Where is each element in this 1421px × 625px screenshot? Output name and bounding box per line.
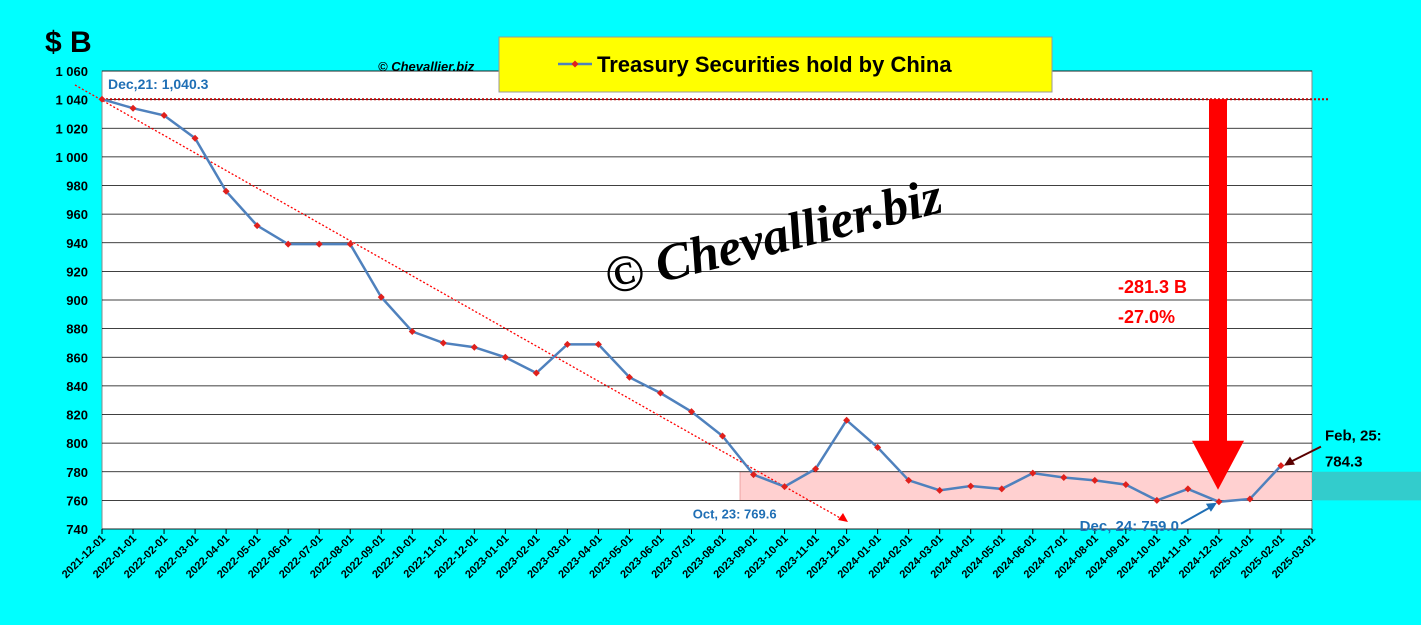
y-tick-label: 940 <box>66 236 88 251</box>
data-point <box>687 408 695 416</box>
y-tick-label: 880 <box>66 322 88 337</box>
data-point <box>874 443 882 451</box>
data-point <box>936 486 944 494</box>
data-point <box>1153 496 1161 504</box>
data-point <box>191 134 199 142</box>
data-point <box>967 482 975 490</box>
data-point <box>129 104 137 112</box>
data-point <box>563 340 571 348</box>
data-point <box>781 483 789 491</box>
change-arrow-shaft <box>1209 99 1227 442</box>
data-point <box>719 432 727 440</box>
data-point <box>346 240 354 248</box>
data-point <box>222 187 230 195</box>
data-point <box>1091 476 1099 484</box>
data-point <box>656 389 664 397</box>
data-point <box>594 340 602 348</box>
y-tick-label: 960 <box>66 207 88 222</box>
data-point <box>439 339 447 347</box>
data-point <box>843 416 851 424</box>
data-point <box>625 373 633 381</box>
data-point <box>1060 473 1068 481</box>
data-point <box>1277 462 1285 470</box>
data-point <box>1122 481 1130 489</box>
annotation-pointer <box>1288 445 1322 464</box>
y-tick-label: 800 <box>66 436 88 451</box>
trend-arrow <box>838 513 848 522</box>
y-tick-label: 740 <box>66 522 88 537</box>
y-unit: $ B <box>45 26 92 59</box>
y-tick-label: 820 <box>66 408 88 423</box>
data-point <box>470 343 478 351</box>
annotation-pointer <box>1180 504 1214 525</box>
data-point <box>532 369 540 377</box>
data-point <box>98 95 106 103</box>
change-label: -27.0% <box>1118 307 1175 327</box>
annotation: Oct, 23: 769.6 <box>693 507 777 522</box>
annotation-pointer-head <box>1283 456 1295 466</box>
y-tick-label: 980 <box>66 179 88 194</box>
y-tick-label: 1 060 <box>55 64 88 79</box>
chart-title: Treasury Securities hold by China <box>597 52 952 77</box>
annotation-pointer-head <box>1205 502 1217 512</box>
data-point <box>1029 469 1037 477</box>
data-point <box>315 240 323 248</box>
annotation: Feb, 25: <box>1325 428 1382 445</box>
data-point <box>750 471 758 479</box>
annotation: Dec, 24: 759.0 <box>1080 518 1179 535</box>
data-point <box>1215 498 1223 506</box>
data-point <box>284 240 292 248</box>
y-tick-label: 860 <box>66 350 88 365</box>
highlight-band-extension <box>1312 471 1421 501</box>
y-tick-label: 1 040 <box>55 93 88 108</box>
y-tick-label: 920 <box>66 264 88 279</box>
data-point <box>1184 485 1192 493</box>
legend-marker <box>571 60 579 68</box>
y-tick-label: 840 <box>66 379 88 394</box>
trend-line <box>74 84 843 520</box>
y-tick-label: 760 <box>66 493 88 508</box>
data-point <box>905 476 913 484</box>
data-point <box>377 293 385 301</box>
change-label: -281.3 B <box>1118 277 1187 297</box>
y-tick-label: 1 020 <box>55 121 88 136</box>
data-point <box>408 327 416 335</box>
copyright: © Chevallier.biz <box>378 59 475 74</box>
data-point <box>160 111 168 119</box>
annotation: 784.3 <box>1325 454 1363 471</box>
data-point <box>998 485 1006 493</box>
y-tick-label: 900 <box>66 293 88 308</box>
change-arrow-head <box>1192 440 1244 490</box>
data-point <box>253 222 261 230</box>
y-tick-label: 780 <box>66 465 88 480</box>
data-point <box>1246 495 1254 503</box>
annotation: Dec,21: 1,040.3 <box>108 76 209 92</box>
y-tick-label: 1 000 <box>55 150 88 165</box>
data-point <box>812 465 820 473</box>
data-point <box>501 353 509 361</box>
